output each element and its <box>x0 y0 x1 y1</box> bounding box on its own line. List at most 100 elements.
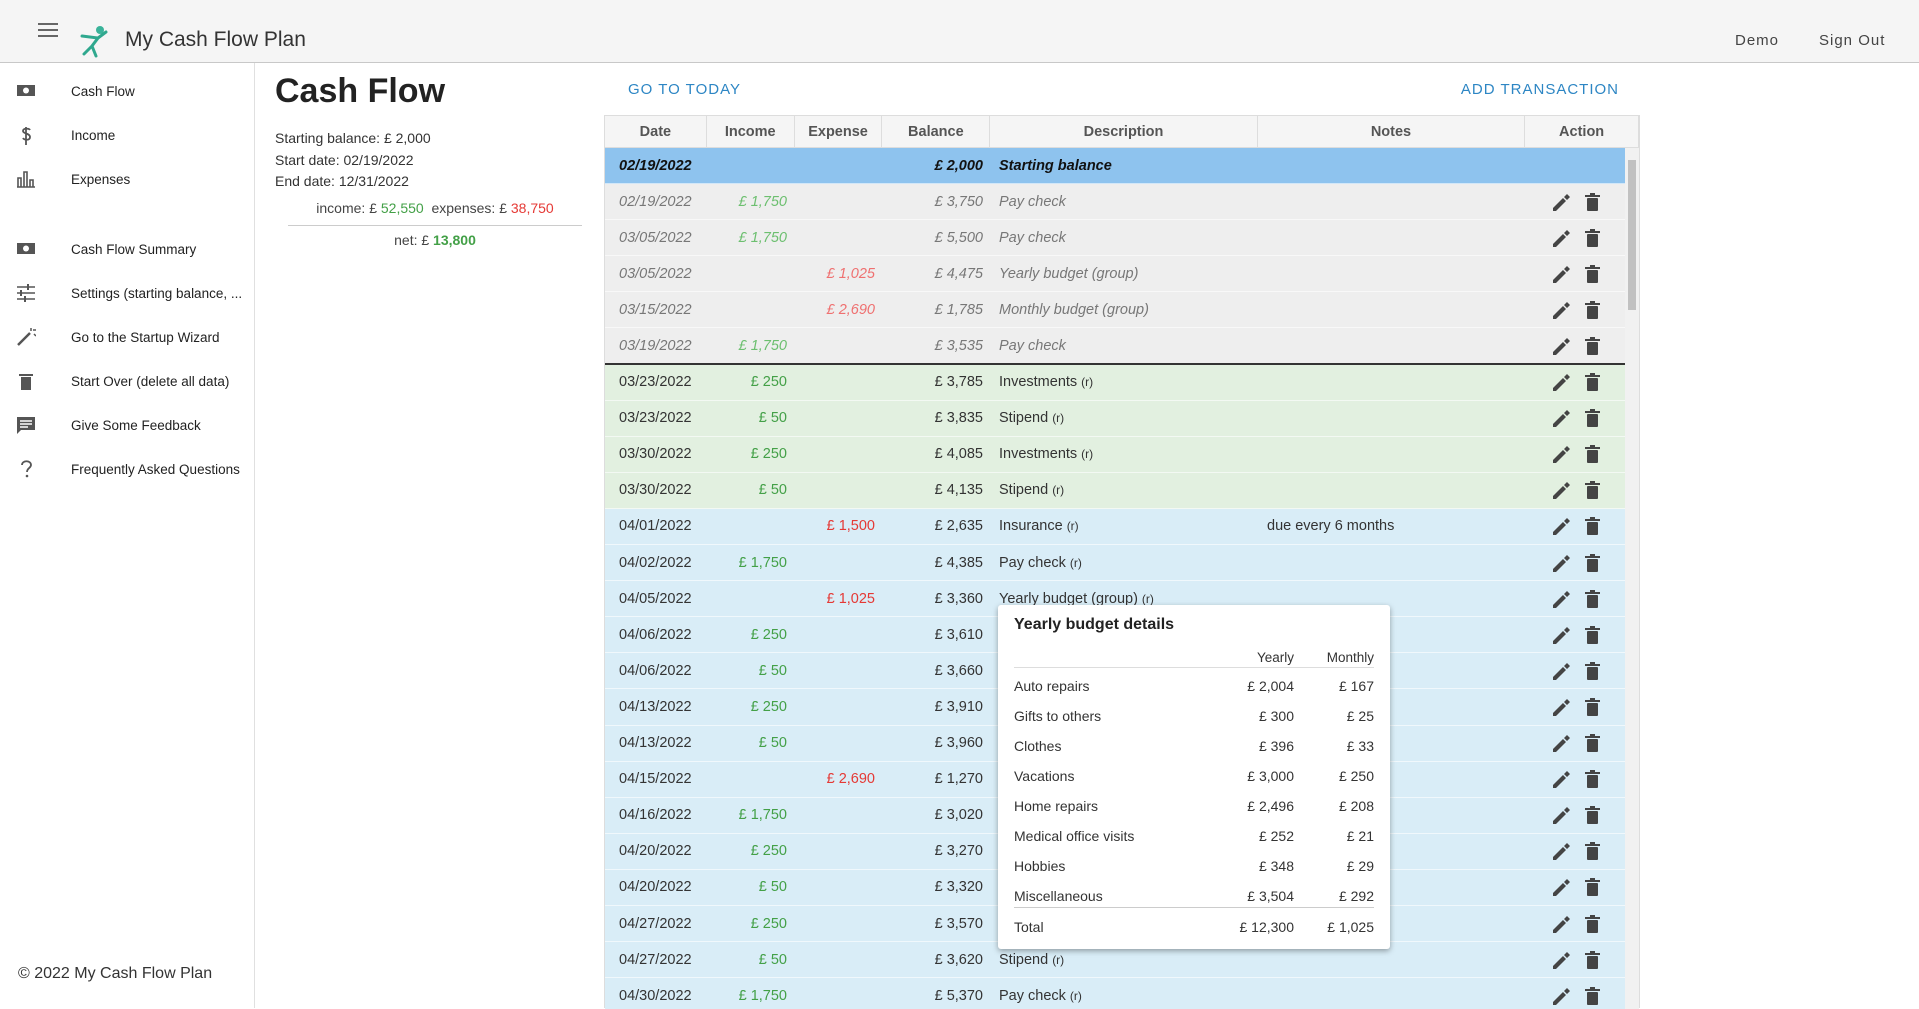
edit-button[interactable] <box>1551 697 1571 717</box>
edit-button[interactable] <box>1551 950 1571 970</box>
delete-button[interactable] <box>1583 589 1603 609</box>
recurring-flag: (r) <box>1052 952 1065 967</box>
income-cell: £ 50 <box>758 879 787 896</box>
delete-button[interactable] <box>1583 805 1603 825</box>
edit-button[interactable] <box>1551 372 1571 392</box>
delete-button[interactable] <box>1583 986 1603 1006</box>
nav-label: Income <box>71 127 116 143</box>
edit-button[interactable] <box>1551 408 1571 428</box>
edit-button[interactable] <box>1551 805 1571 825</box>
edit-button[interactable] <box>1551 661 1571 681</box>
income-cell: £ 50 <box>758 482 787 499</box>
popup-row: Medical office visits £ 252 £ 21 <box>1014 821 1374 851</box>
action-cell <box>1527 625 1627 645</box>
delete-button[interactable] <box>1583 192 1603 212</box>
edit-button[interactable] <box>1551 300 1571 320</box>
popup-row-cell: £ 300 <box>1258 708 1294 724</box>
edit-button[interactable] <box>1551 877 1571 897</box>
expenses-total: 38,750 <box>510 200 554 216</box>
nav-item[interactable]: Income <box>0 117 254 153</box>
scrollbar[interactable] <box>1625 148 1639 1009</box>
edit-button[interactable] <box>1551 589 1571 609</box>
edit-button[interactable] <box>1551 192 1571 212</box>
nav-icon <box>17 243 35 254</box>
balance-cell: £ 4,475 <box>934 265 983 282</box>
edit-button[interactable] <box>1551 444 1571 464</box>
delete-button[interactable] <box>1583 697 1603 717</box>
popup-row-cell: £ 208 <box>1338 798 1374 814</box>
net: net: £ 13,800 <box>288 232 582 248</box>
income-cell: £ 50 <box>758 735 787 752</box>
edit-button[interactable] <box>1551 914 1571 934</box>
delete-button[interactable] <box>1583 408 1603 428</box>
edit-button[interactable] <box>1551 841 1571 861</box>
nav-link[interactable]: Demo <box>1735 32 1780 49</box>
menu-button[interactable] <box>38 22 58 38</box>
edit-button[interactable] <box>1551 336 1571 356</box>
divider <box>1014 667 1374 668</box>
edit-button[interactable] <box>1551 480 1571 500</box>
action-cell <box>1527 589 1627 609</box>
date-cell: 04/13/2022 <box>619 735 692 752</box>
table-row: 03/30/2022 £ 250 £ 4,085 Investments (r) <box>605 436 1639 473</box>
table-row: 04/01/2022 £ 1,500 £ 2,635 Insurance (r) due … <box>605 508 1639 546</box>
delete-button[interactable] <box>1583 264 1603 284</box>
delete-button[interactable] <box>1583 914 1603 934</box>
nav-item[interactable]: Give Some Feedback <box>0 407 254 443</box>
date-cell: 04/27/2022 <box>619 951 692 968</box>
edit-button[interactable] <box>1551 553 1571 573</box>
delete-button[interactable] <box>1583 950 1603 970</box>
nav-item[interactable]: Frequently Asked Questions <box>0 451 254 487</box>
nav-item[interactable]: Cash Flow <box>0 73 254 109</box>
delete-button[interactable] <box>1583 661 1603 681</box>
edit-button[interactable] <box>1551 264 1571 284</box>
delete-button[interactable] <box>1583 228 1603 248</box>
edit-button[interactable] <box>1551 986 1571 1006</box>
delete-button[interactable] <box>1583 444 1603 464</box>
edit-button[interactable] <box>1551 733 1571 753</box>
edit-button[interactable] <box>1551 516 1571 536</box>
nav-item[interactable]: Cash Flow Summary <box>0 231 254 267</box>
delete-button[interactable] <box>1583 336 1603 356</box>
delete-button[interactable] <box>1583 841 1603 861</box>
income-cell: £ 1,750 <box>738 554 787 571</box>
delete-button[interactable] <box>1583 516 1603 536</box>
popup-row: Auto repairs £ 2,004 £ 167 <box>1014 671 1374 701</box>
balance-cell: £ 4,385 <box>934 554 983 571</box>
nav-item[interactable]: Expenses <box>0 161 254 197</box>
delete-button[interactable] <box>1583 372 1603 392</box>
balance-cell: £ 3,835 <box>934 410 983 427</box>
edit-button[interactable] <box>1551 625 1571 645</box>
delete-button[interactable] <box>1583 769 1603 789</box>
nav-item[interactable]: Go to the Startup Wizard <box>0 319 254 355</box>
date-cell: 03/23/2022 <box>619 374 692 391</box>
go-to-today[interactable]: GO TO TODAY <box>628 81 741 98</box>
add-transaction[interactable]: ADD TRANSACTION <box>1460 81 1619 98</box>
nav-item[interactable]: Start Over (delete all data) <box>0 363 254 399</box>
nav-link[interactable]: Sign Out <box>1819 32 1886 49</box>
delete-button[interactable] <box>1583 733 1603 753</box>
date-cell: 03/05/2022 <box>619 265 692 282</box>
column-header: Expense <box>795 116 883 147</box>
description: Pay check <box>999 337 1066 354</box>
nav-item[interactable]: Settings (starting balance, ... <box>0 275 254 311</box>
table-row: 03/19/2022 £ 1,750 £ 3,535 Pay check <box>605 328 1639 365</box>
edit-button[interactable] <box>1551 769 1571 789</box>
income-cell: £ 250 <box>750 698 787 715</box>
delete-button[interactable] <box>1583 553 1603 573</box>
description-cell: Stipend (r) <box>991 952 1259 968</box>
delete-button[interactable] <box>1583 877 1603 897</box>
balance-cell: £ 3,270 <box>934 843 983 860</box>
delete-button[interactable] <box>1583 300 1603 320</box>
popup-total-cell: £ 1,025 <box>1327 919 1374 935</box>
delete-button[interactable] <box>1583 625 1603 645</box>
edit-button[interactable] <box>1551 228 1571 248</box>
popup-row: Vacations £ 3,000 £ 250 <box>1014 761 1374 791</box>
delete-button[interactable] <box>1583 480 1603 500</box>
description-cell: Insurance (r) <box>991 518 1259 534</box>
balance-cell: £ 3,320 <box>934 879 983 896</box>
action-cell <box>1527 661 1627 681</box>
popup-row-cell: £ 3,000 <box>1247 768 1294 784</box>
balance-cell: £ 3,910 <box>934 698 983 715</box>
table-row: 02/19/2022 £ 2,000 Starting balance <box>605 148 1639 185</box>
